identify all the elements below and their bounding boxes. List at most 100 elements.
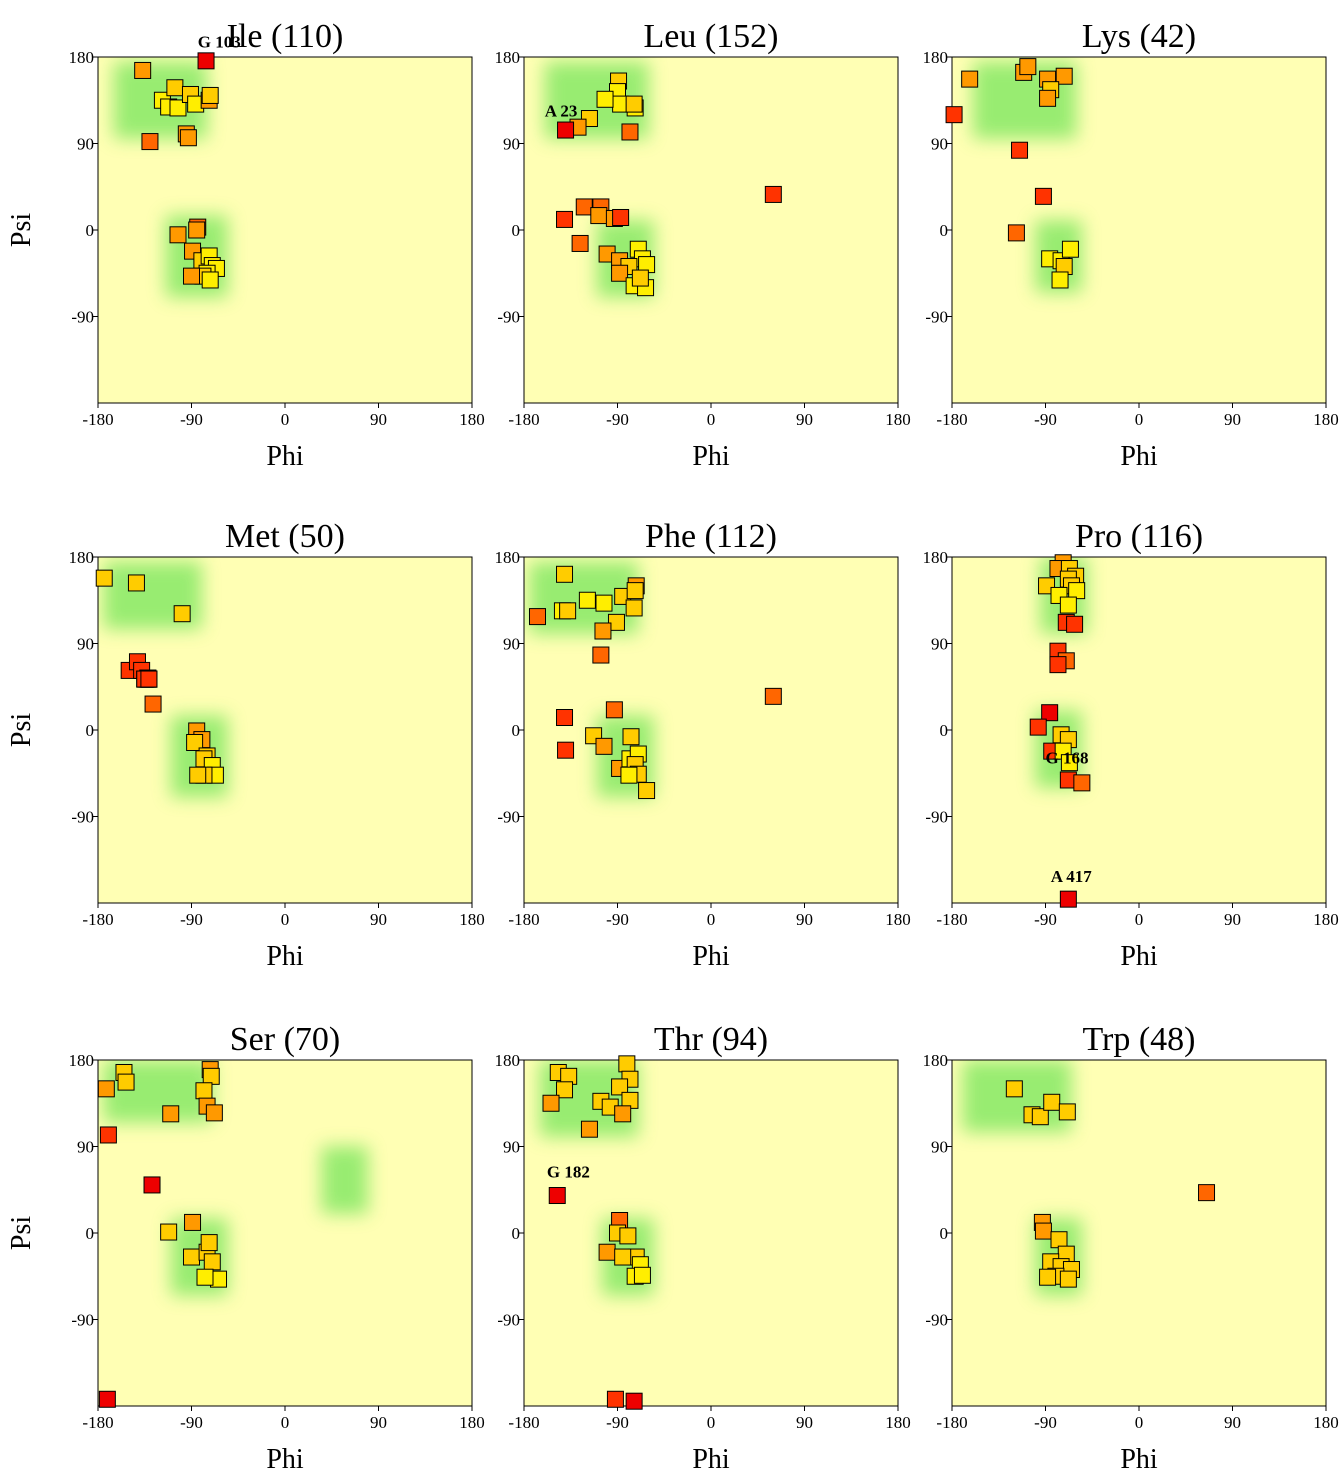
panel-title: Lys (42) — [1082, 18, 1196, 55]
y-tick-label: -90 — [925, 1311, 948, 1330]
residue-point — [1073, 774, 1091, 792]
panel-met: Met (50) -180 -90 0 90 180 180 90 0 -90 Phi Psi — [6, 518, 485, 972]
residue-point — [1043, 1093, 1061, 1111]
residue-point — [612, 209, 630, 227]
x-tick-label: 90 — [796, 410, 813, 429]
residue-point — [117, 1073, 135, 1091]
residue-point — [95, 569, 113, 587]
y-tick-label: 90 — [77, 1138, 94, 1157]
residue-point — [594, 622, 612, 640]
x-axis-label: Phi — [1120, 441, 1158, 472]
residue-point — [183, 1248, 200, 1266]
x-tick-label: 180 — [459, 1413, 485, 1432]
data-points — [1029, 554, 1091, 908]
x-tick-label: 0 — [707, 1413, 716, 1432]
x-tick-label: 180 — [1313, 910, 1339, 929]
x-tick-label: 0 — [281, 910, 290, 929]
residue-point — [595, 594, 613, 612]
x-tick-label: -90 — [180, 910, 203, 929]
residue-point — [606, 1390, 624, 1408]
y-axis-label: Psi — [6, 213, 37, 247]
panel-ser: Ser (70) -180 -90 0 90 180 180 90 0 -90 Phi Psi — [6, 1021, 485, 1474]
residue-point — [764, 687, 782, 705]
x-tick-label: 180 — [459, 910, 485, 929]
residue-point — [557, 121, 575, 139]
x-tick-label: -90 — [180, 410, 203, 429]
x-tick-label: 0 — [1135, 410, 1144, 429]
panel-title: Thr (94) — [654, 1021, 768, 1058]
residue-point — [98, 1390, 116, 1408]
residue-point — [529, 608, 547, 626]
x-tick-label: -180 — [508, 410, 539, 429]
residue-point — [1051, 271, 1069, 289]
x-tick-label: 180 — [885, 410, 911, 429]
panel-title: Phe (112) — [645, 518, 777, 555]
residue-point — [141, 133, 159, 151]
y-tick-label: -90 — [497, 308, 520, 327]
x-tick-label: -180 — [936, 410, 967, 429]
residue-point — [1049, 656, 1067, 674]
residue-point — [1068, 582, 1086, 600]
x-tick-label: 0 — [707, 910, 716, 929]
y-tick-label: 180 — [923, 548, 949, 567]
x-axis-label: Phi — [1120, 941, 1158, 972]
residue-point — [633, 1266, 651, 1284]
panel-title: Leu (152) — [643, 18, 778, 55]
x-tick-label: -90 — [606, 1413, 629, 1432]
y-tick-label: -90 — [71, 1311, 94, 1330]
residue-point — [1198, 1184, 1216, 1202]
data-points — [556, 72, 782, 297]
x-tick-label: 180 — [459, 410, 485, 429]
x-tick-label: -180 — [936, 1413, 967, 1432]
y-tick-label: 0 — [86, 221, 95, 240]
residue-point — [621, 123, 639, 141]
residue-point — [1059, 890, 1077, 908]
panel-title: Trp (48) — [1082, 1021, 1195, 1058]
x-tick-label: -90 — [1034, 1413, 1057, 1432]
y-tick-label: 90 — [931, 635, 948, 654]
residue-point — [1034, 187, 1052, 205]
residue-point — [1059, 1270, 1077, 1288]
y-tick-label: -90 — [71, 308, 94, 327]
y-tick-label: 90 — [503, 135, 520, 154]
x-tick-label: 180 — [885, 1413, 911, 1432]
residue-point — [169, 99, 187, 117]
x-tick-label: 90 — [796, 1413, 813, 1432]
panel-trp: Trp (48) -180 -90 0 90 180 180 90 0 -90 Phi — [923, 1021, 1339, 1474]
y-tick-label: 0 — [512, 221, 521, 240]
data-points — [134, 52, 225, 289]
y-tick-label: -90 — [925, 808, 948, 827]
y-tick-label: 0 — [86, 721, 95, 740]
panel-title: Ile (110) — [227, 18, 344, 55]
x-axis-label: Phi — [692, 941, 730, 972]
y-tick-label: 90 — [503, 1138, 520, 1157]
residue-point — [559, 602, 577, 620]
residue-point — [197, 52, 215, 70]
x-tick-label: 180 — [1313, 1413, 1339, 1432]
x-tick-label: -180 — [82, 410, 113, 429]
residue-point — [202, 1067, 220, 1085]
x-tick-label: 180 — [1313, 410, 1339, 429]
y-tick-label: 180 — [923, 48, 949, 67]
x-tick-label: 90 — [1224, 410, 1241, 429]
residue-point — [188, 221, 206, 239]
residue-point — [1011, 141, 1029, 159]
residue-point — [184, 1213, 202, 1231]
x-tick-label: -180 — [82, 910, 113, 929]
y-tick-label: 0 — [940, 221, 949, 240]
data-points — [945, 58, 1079, 289]
x-tick-label: -90 — [1034, 410, 1057, 429]
y-tick-label: 180 — [923, 1051, 949, 1070]
outlier-label: G 182 — [547, 1162, 590, 1181]
x-axis-label: Phi — [1120, 1444, 1158, 1474]
x-axis-label: Phi — [692, 1444, 730, 1474]
residue-point — [622, 728, 640, 746]
panel-leu: Leu (152) -180 -90 0 90 180 180 90 0 -90 Phi A 23 — [495, 18, 911, 472]
y-tick-label: 180 — [495, 48, 521, 67]
residue-point — [1066, 615, 1084, 633]
y-tick-label: -90 — [497, 808, 520, 827]
residue-point — [625, 1392, 643, 1410]
residue-point — [618, 1055, 636, 1073]
residue-point — [945, 106, 963, 124]
y-axis-label: Psi — [6, 713, 37, 747]
